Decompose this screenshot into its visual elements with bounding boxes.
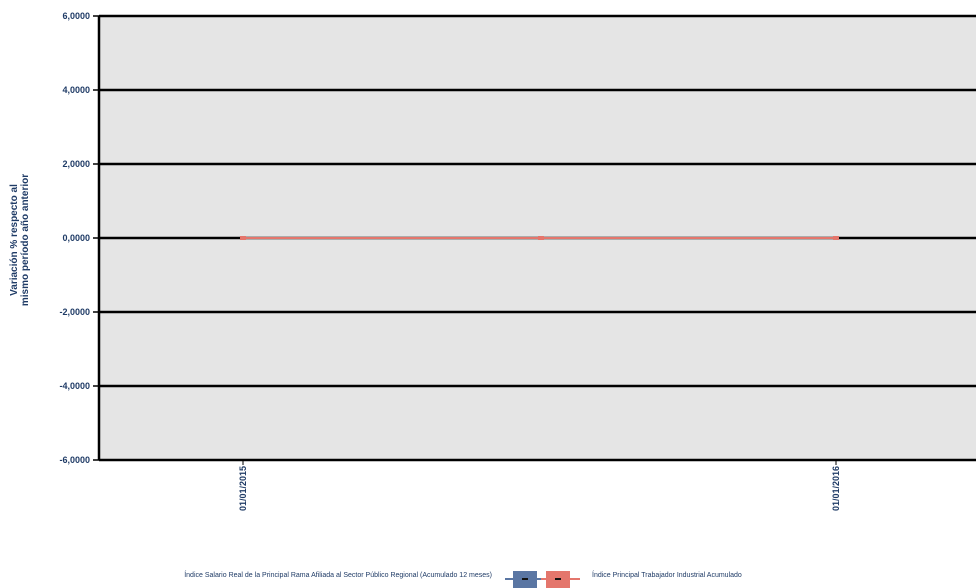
x-tick-label: 01/01/2016: [831, 466, 841, 511]
y-axis-label: Variación % respecto almismo período año…: [9, 174, 31, 306]
legend: Índice Salario Real de la Principal Rama…: [184, 570, 742, 588]
y-tick-label: 0,0000: [62, 233, 90, 243]
x-axis-ticks: 01/01/2015 01/01/2016: [238, 460, 841, 511]
legend-marker: [522, 578, 528, 580]
y-tick-label: -4,0000: [59, 381, 90, 391]
legend-label: Índice Salario Real de la Principal Rama…: [184, 570, 492, 579]
y-axis-ticks: -6,0000 -4,0000 -2,0000 0,0000 2,0000 4,0000 6…: [59, 11, 99, 465]
series-layer: [240, 236, 839, 240]
data-point: [538, 236, 544, 240]
y-tick-label: 6,0000: [62, 11, 90, 21]
y-axis-label-line: mismo período año anterior: [20, 174, 31, 306]
y-axis-label-line: Variación % respecto al: [9, 184, 20, 296]
data-point: [833, 236, 839, 240]
y-tick-label: 4,0000: [62, 85, 90, 95]
x-tick-label: 01/01/2015: [238, 466, 248, 511]
legend-marker: [555, 578, 561, 580]
data-point: [240, 236, 246, 240]
legend-label: Índice Principal Trabajador Industrial A…: [592, 570, 742, 579]
y-tick-label: -6,0000: [59, 455, 90, 465]
y-tick-label: -2,0000: [59, 307, 90, 317]
y-tick-label: 2,0000: [62, 159, 90, 169]
